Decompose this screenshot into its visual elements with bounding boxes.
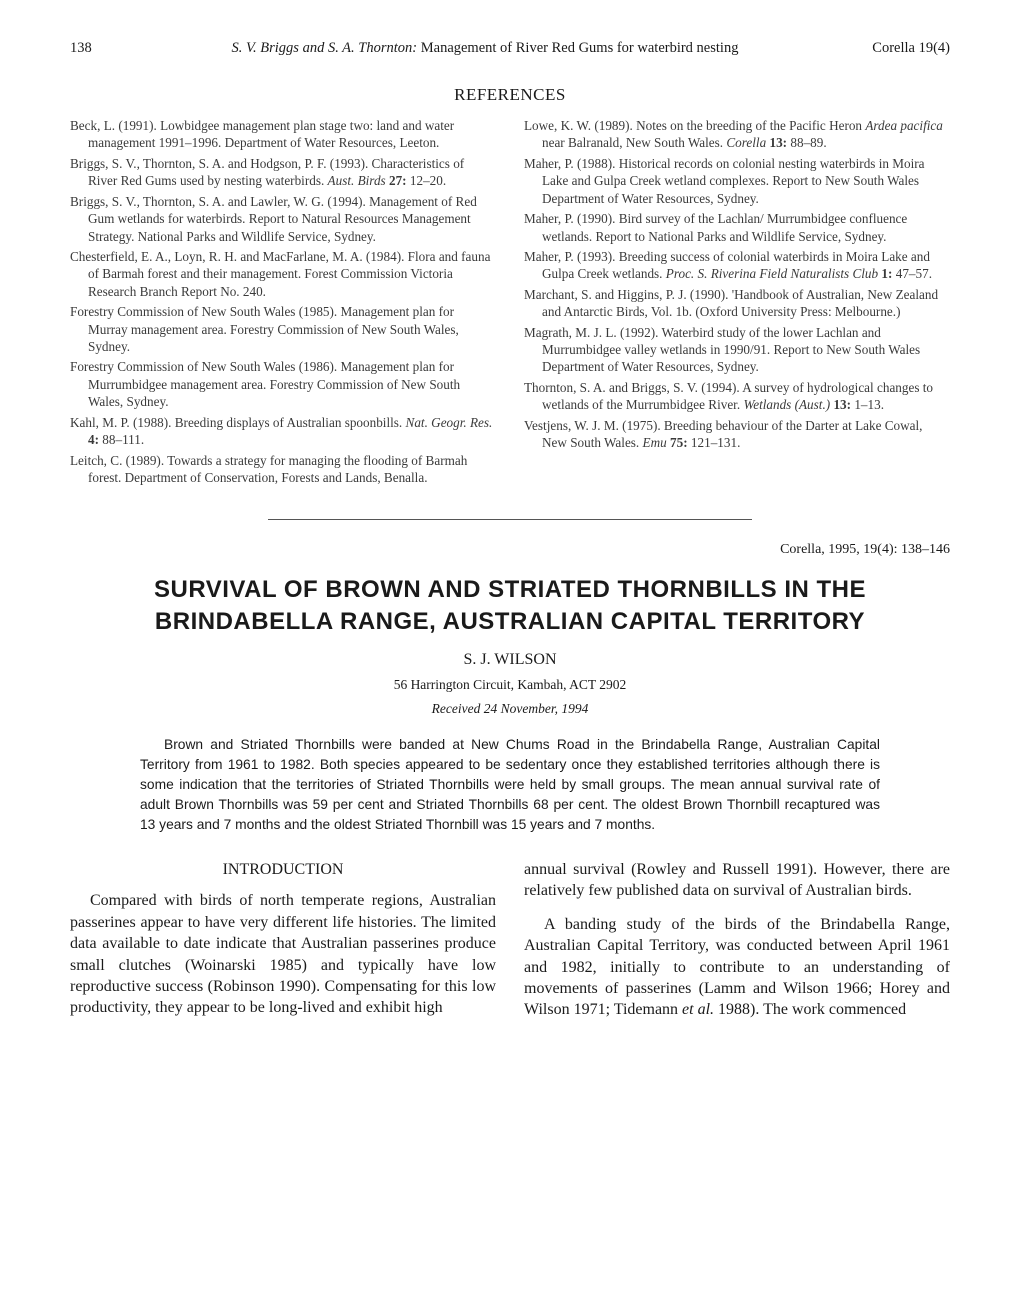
reference-entry: Lowe, K. W. (1989). Notes on the breedin… [524, 117, 950, 152]
running-title: S. V. Briggs and S. A. Thornton: Managem… [130, 40, 840, 57]
reference-entry: Beck, L. (1991). Lowbidgee management pl… [70, 117, 496, 152]
author-affiliation: 56 Harrington Circuit, Kambah, ACT 2902 [70, 677, 950, 693]
author-name: S. J. WILSON [70, 651, 950, 669]
reference-entry: Forestry Commission of New South Wales (… [70, 358, 496, 410]
references-list: Beck, L. (1991). Lowbidgee management pl… [70, 117, 950, 489]
received-date: Received 24 November, 1994 [70, 701, 950, 717]
references-column-left: Beck, L. (1991). Lowbidgee management pl… [70, 117, 496, 489]
references-column-right: Lowe, K. W. (1989). Notes on the breedin… [524, 117, 950, 489]
introduction-heading: INTRODUCTION [70, 859, 496, 880]
body-column-left: INTRODUCTION Compared with birds of nort… [70, 859, 496, 1033]
paper-title: SURVIVAL OF BROWN AND STRIATED THORNBILL… [80, 574, 940, 636]
intro-paragraph-1-cont: annual survival (Rowley and Russell 1991… [524, 859, 950, 902]
reference-entry: Magrath, M. J. L. (1992). Waterbird stud… [524, 324, 950, 376]
reference-entry: Vestjens, W. J. M. (1975). Breeding beha… [524, 417, 950, 452]
reference-entry: Forestry Commission of New South Wales (… [70, 303, 496, 355]
p2-part-c: 1988). The work commenced [714, 1001, 906, 1018]
reference-entry: Briggs, S. V., Thornton, S. A. and Hodgs… [70, 155, 496, 190]
p2-italic: et al. [682, 1001, 714, 1018]
journal-page: 138 S. V. Briggs and S. A. Thornton: Man… [0, 0, 1020, 1083]
page-number: 138 [70, 40, 130, 57]
body-columns: INTRODUCTION Compared with birds of nort… [70, 859, 950, 1033]
reference-entry: Briggs, S. V., Thornton, S. A. and Lawle… [70, 193, 496, 245]
intro-paragraph-2: A banding study of the birds of the Brin… [524, 914, 950, 1021]
abstract-text: Brown and Striated Thornbills were bande… [140, 735, 880, 835]
body-column-right: annual survival (Rowley and Russell 1991… [524, 859, 950, 1033]
reference-entry: Thornton, S. A. and Briggs, S. V. (1994)… [524, 379, 950, 414]
reference-entry: Maher, P. (1990). Bird survey of the Lac… [524, 210, 950, 245]
references-heading: REFERENCES [70, 85, 950, 105]
reference-entry: Maher, P. (1993). Breeding success of co… [524, 248, 950, 283]
reference-entry: Leitch, C. (1989). Towards a strategy fo… [70, 452, 496, 487]
running-authors: S. V. Briggs and S. A. Thornton: [232, 40, 418, 56]
intro-paragraph-1: Compared with birds of north temperate r… [70, 890, 496, 1019]
series-citation: Corella, 1995, 19(4): 138–146 [70, 542, 950, 558]
running-title-text: Management of River Red Gums for waterbi… [417, 40, 738, 56]
abstract: Brown and Striated Thornbills were bande… [140, 735, 880, 835]
reference-entry: Marchant, S. and Higgins, P. J. (1990). … [524, 286, 950, 321]
reference-entry: Kahl, M. P. (1988). Breeding displays of… [70, 414, 496, 449]
journal-issue: Corella 19(4) [840, 40, 950, 57]
section-separator [268, 519, 752, 520]
reference-entry: Chesterfield, E. A., Loyn, R. H. and Mac… [70, 248, 496, 300]
reference-entry: Maher, P. (1988). Historical records on … [524, 155, 950, 207]
running-head: 138 S. V. Briggs and S. A. Thornton: Man… [70, 40, 950, 57]
